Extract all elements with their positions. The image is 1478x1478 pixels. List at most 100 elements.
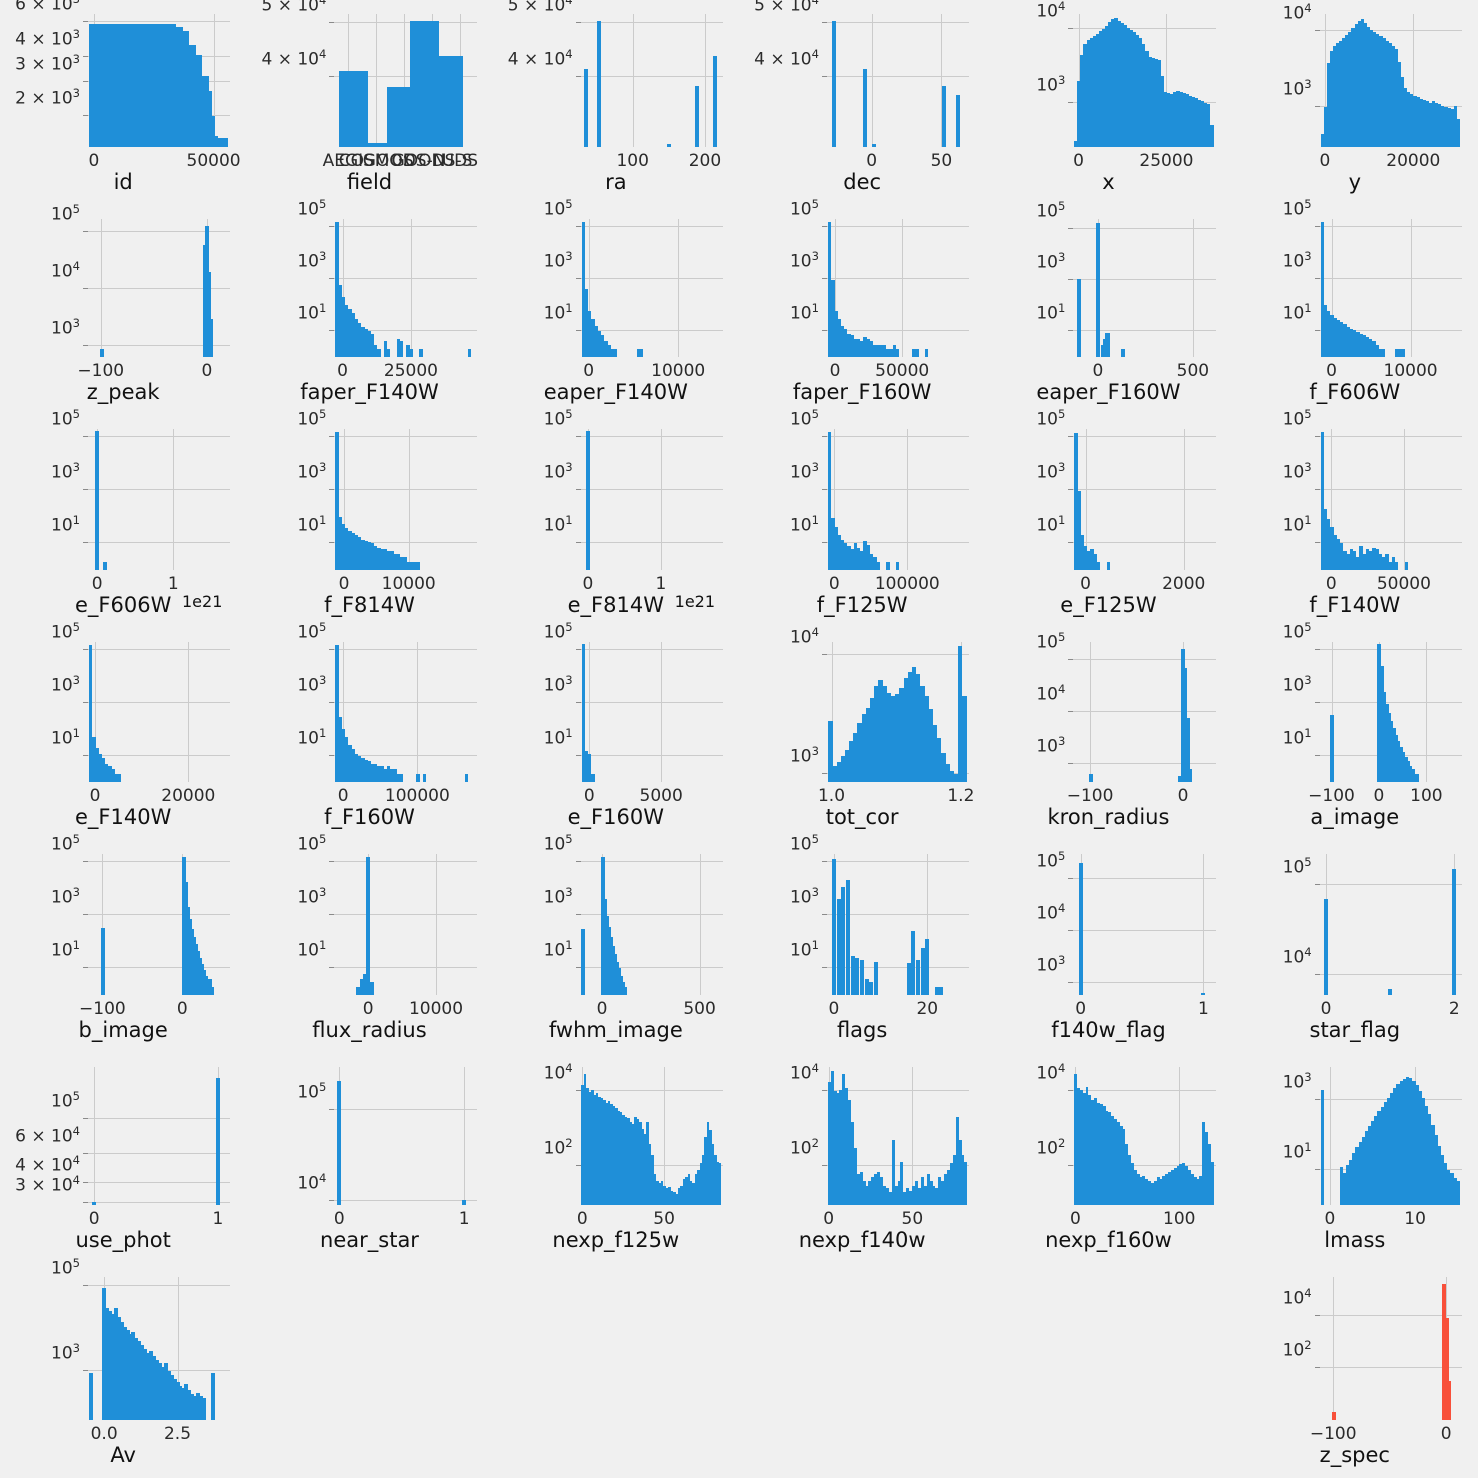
histogram-bar [1349,549,1354,570]
histogram-bar [704,1136,707,1205]
histogram-bar [1339,1167,1343,1205]
histogram-bar [1193,1177,1197,1205]
y-gridline [88,914,231,916]
x-gridline [1166,14,1168,147]
histogram-bar [338,516,342,570]
histogram-bar [99,348,104,357]
histogram-bar [1145,1178,1149,1205]
y-tick-label: 105 [543,406,573,430]
y-tick-mark [575,1090,581,1092]
histogram-bar [1176,90,1180,147]
y-tick-label: 103 [51,316,80,339]
histogram-bar [1074,1073,1078,1205]
x-tick-label: 100000 [874,574,940,594]
axes-f_F606W: 105 103 101 0 10000 [1283,198,1462,380]
histogram-bar [1361,1136,1365,1205]
y-tick-mark [329,701,335,703]
x-tick-label: −100 [1308,786,1355,806]
histogram-bar [1390,1093,1394,1205]
histogram-bar [1076,1088,1080,1205]
histogram-bar [370,763,375,782]
y-tick-label: 2 × 103 [15,86,80,109]
histogram-bar [874,1174,878,1205]
histogram-bar [1359,333,1363,357]
histogram-bar [1441,105,1445,147]
histogram-bar [1191,96,1195,147]
histogram-bar [1159,1178,1163,1205]
x-tick-label: 10000 [1383,361,1438,381]
histogram-bar [1098,31,1103,147]
histogram-bar [88,644,93,782]
x-tick-label: 100000 [384,786,450,806]
bars-nexp_f160w [1073,1067,1215,1205]
histogram-bar [1378,349,1383,357]
histogram-bar [1442,1284,1447,1420]
histogram-bar [863,336,867,357]
bars-dec [827,14,969,147]
histogram-bar [600,1098,604,1205]
histogram-bar [1096,562,1101,570]
x-tick-label: 0 [1080,574,1091,594]
histogram-panel-f_F814W: 105 103 101 0 10000 f_F814W [246,408,492,628]
y-gridline [334,22,477,24]
x-gridline [927,854,929,995]
histogram-bar [88,1372,93,1420]
x-axis-label-a_image: a_image [1310,805,1400,829]
y-tick-mark [575,277,581,279]
histogram-bar [646,1122,649,1205]
x-gridline [1331,429,1333,570]
y-tick-mark [329,489,335,491]
y-gridline [88,345,231,347]
y-tick-mark [83,1153,88,1155]
x-tick-label: 0 [1325,574,1337,594]
y-tick-label: 101 [297,513,327,536]
y-gridline [580,329,723,331]
histogram-bar [885,1188,889,1205]
x-tick-label: 10000 [381,574,436,594]
y-tick-label: 103 [1036,250,1066,273]
x-axis-label-faper_F140W: faper_F140W [300,380,439,404]
histogram-bar [1346,327,1350,357]
histogram-bar [116,1317,121,1420]
histogram-bar [598,1097,601,1205]
histogram-bar [853,543,858,570]
histogram-bar [597,330,602,357]
histogram-bar [1111,1115,1115,1205]
histogram-bar [209,319,214,357]
histogram-bar [173,23,177,147]
y-tick-label: 105 [51,831,80,855]
histogram-bar [1201,993,1206,995]
axes-e_F125W: 105 103 101 0 2000 [1036,408,1216,593]
y-tick-mark [83,754,88,756]
x-tick-label: 0 [1440,1424,1452,1444]
histogram-bar [377,349,381,357]
histogram-panel-faper_F140W: 105 103 101 0 25000 faper_F140W [246,198,492,415]
histogram-bar [354,318,359,357]
histogram-bar [641,1128,645,1205]
y-tick-label: 102 [1036,1135,1066,1159]
histogram-bar [1102,1106,1106,1205]
histogram-bar [1345,1165,1350,1205]
histogram-bar [639,1122,642,1205]
axes-a_image: 105 103 101 −100 0 100 [1283,621,1462,805]
y-tick-mark [83,861,88,863]
histogram-bar [617,1110,621,1205]
y-tick-mark [1314,1314,1320,1316]
x-gridline [213,14,215,147]
histogram-bar [204,225,209,357]
x-axis-label-id: id [113,170,133,194]
histogram-bar [1354,24,1358,147]
histogram-bar [937,738,942,782]
y-tick-mark [83,967,88,969]
x-gridline [907,429,909,570]
y-tick-label: 103 [789,460,819,483]
y-gridline [826,914,970,916]
histogram-bar [88,23,93,147]
y-tick-label: 101 [297,300,327,324]
y-tick-label: 105 [51,619,80,643]
y-gridline [580,1090,723,1092]
axes-fwhm_image: 105 103 101 0 500 [544,833,723,1018]
histogram-bar [924,349,929,357]
histogram-bar [594,325,598,357]
y-tick-mark [821,329,827,331]
